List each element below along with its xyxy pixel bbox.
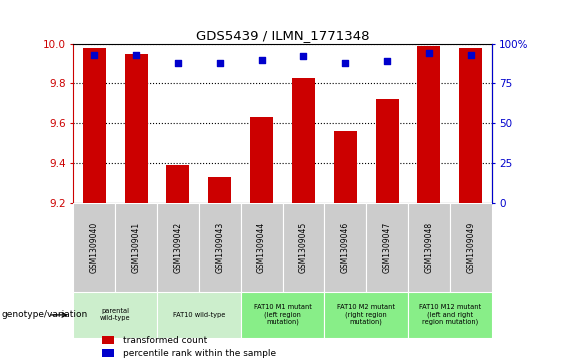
Bar <box>73 292 157 338</box>
Point <box>215 60 224 66</box>
Bar <box>167 165 189 203</box>
Text: GSM1309044: GSM1309044 <box>257 222 266 273</box>
Text: GSM1309041: GSM1309041 <box>132 222 141 273</box>
Bar <box>282 203 324 292</box>
Bar <box>241 292 324 338</box>
Point <box>173 60 182 66</box>
Text: GSM1309043: GSM1309043 <box>215 222 224 273</box>
Bar <box>459 48 482 203</box>
Text: genotype/variation: genotype/variation <box>1 310 88 319</box>
Point <box>257 57 266 62</box>
Bar <box>102 349 114 357</box>
Bar <box>83 48 106 203</box>
Text: GSM1309042: GSM1309042 <box>173 222 182 273</box>
Bar <box>250 117 273 203</box>
Text: GSM1309040: GSM1309040 <box>90 222 99 273</box>
Bar <box>324 203 366 292</box>
Text: GSM1309045: GSM1309045 <box>299 222 308 273</box>
Bar <box>73 203 115 292</box>
Title: GDS5439 / ILMN_1771348: GDS5439 / ILMN_1771348 <box>195 29 370 42</box>
Bar <box>450 203 492 292</box>
Text: GSM1309047: GSM1309047 <box>383 222 392 273</box>
Bar <box>376 99 398 203</box>
Point <box>383 58 392 64</box>
Point <box>466 52 475 58</box>
Bar <box>324 292 408 338</box>
Bar <box>157 203 199 292</box>
Bar <box>408 203 450 292</box>
Bar <box>199 203 241 292</box>
Text: GSM1309048: GSM1309048 <box>424 222 433 273</box>
Text: FAT10 wild-type: FAT10 wild-type <box>173 312 225 318</box>
Bar <box>241 203 282 292</box>
Bar <box>408 292 492 338</box>
Text: percentile rank within the sample: percentile rank within the sample <box>123 349 277 358</box>
Bar <box>102 336 114 344</box>
Bar <box>157 292 241 338</box>
Bar <box>115 203 157 292</box>
Point <box>132 52 141 58</box>
Text: FAT10 M2 mutant
(right region
mutation): FAT10 M2 mutant (right region mutation) <box>337 305 395 325</box>
Text: parental
wild-type: parental wild-type <box>100 309 131 321</box>
Bar <box>208 177 231 203</box>
Point <box>90 52 99 58</box>
Text: FAT10 M12 mutant
(left and right
region mutation): FAT10 M12 mutant (left and right region … <box>419 305 481 325</box>
Bar <box>292 77 315 203</box>
Text: FAT10 M1 mutant
(left region
mutation): FAT10 M1 mutant (left region mutation) <box>254 305 311 325</box>
Bar <box>125 54 147 203</box>
Point <box>341 60 350 66</box>
Text: GSM1309046: GSM1309046 <box>341 222 350 273</box>
Point <box>299 53 308 59</box>
Bar <box>366 203 408 292</box>
Text: transformed count: transformed count <box>123 336 208 344</box>
Text: GSM1309049: GSM1309049 <box>466 222 475 273</box>
Bar <box>334 131 357 203</box>
Point <box>424 50 433 56</box>
Bar <box>418 45 440 203</box>
